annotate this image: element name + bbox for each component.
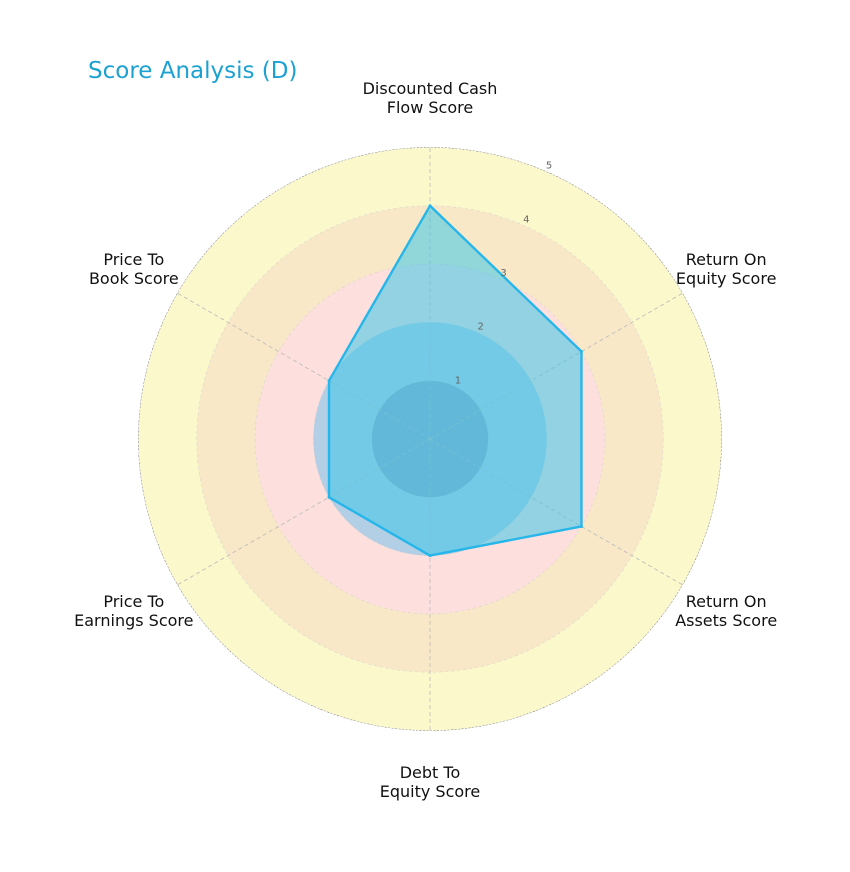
axis-label-4: Price To Earnings Score — [74, 592, 193, 630]
tick-label-4: 4 — [523, 214, 529, 225]
axis-label-0: Discounted Cash Flow Score — [363, 79, 498, 117]
chart-title: Score Analysis (D) — [88, 58, 298, 84]
tick-label-2: 2 — [478, 322, 484, 333]
axis-label-5: Price To Book Score — [89, 250, 179, 288]
data-point-3 — [428, 554, 432, 558]
data-point-1 — [579, 350, 583, 354]
tick-label-3: 3 — [500, 268, 506, 279]
data-point-5 — [327, 379, 331, 383]
grid-ring-5 — [138, 147, 722, 731]
tick-label-1: 1 — [455, 375, 461, 386]
data-point-4 — [327, 495, 331, 499]
data-point-0 — [428, 204, 432, 208]
tick-label-5: 5 — [546, 161, 552, 172]
axis-label-2: Return On Assets Score — [675, 592, 777, 630]
axis-label-1: Return On Equity Score — [676, 250, 777, 288]
data-point-2 — [579, 524, 583, 528]
axis-label-3: Debt To Equity Score — [380, 763, 481, 801]
